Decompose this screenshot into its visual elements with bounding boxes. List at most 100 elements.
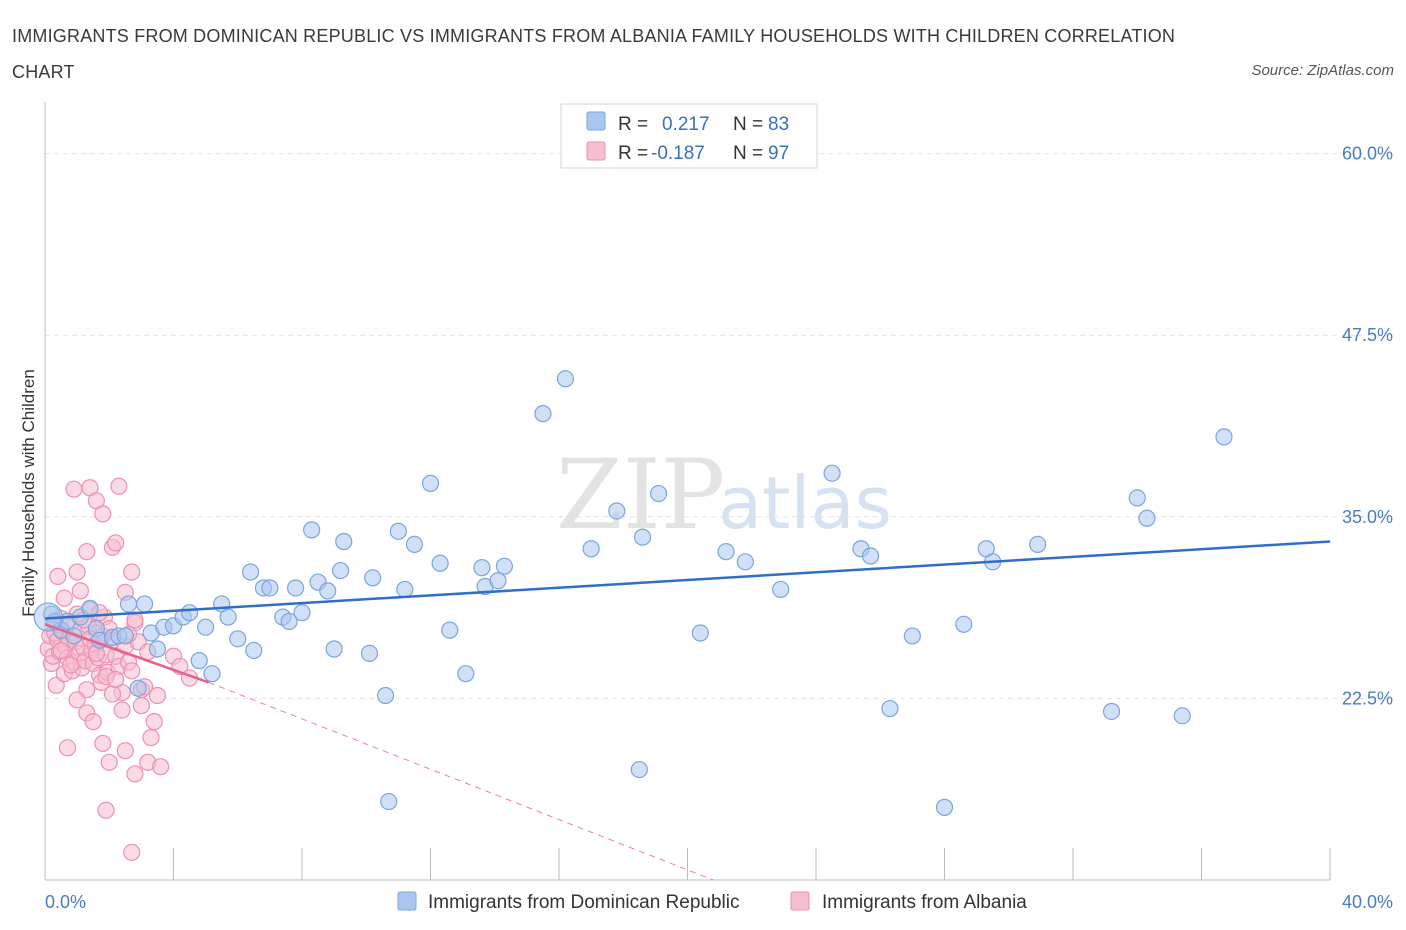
dominican-point: [245, 641, 263, 660]
stats-swatch-pink: [586, 141, 606, 161]
albania-point: [97, 801, 115, 819]
albania-point: [145, 713, 163, 731]
dominican-point: [229, 630, 247, 648]
y-axis-label: Family Households with Children: [19, 369, 38, 617]
dominican-point: [441, 621, 459, 639]
albania-point: [68, 691, 86, 709]
stats-r-label-blue: R =: [618, 114, 648, 135]
dominican-point: [325, 640, 343, 658]
dominican-point: [473, 559, 491, 577]
stats-r-value-blue: 0.217: [662, 114, 710, 135]
x-tick-label: 0.0%: [45, 892, 86, 912]
watermark-atlas: atlas: [718, 461, 892, 545]
dominican-point: [116, 627, 134, 645]
dominican-point: [119, 595, 138, 613]
dominican-point: [129, 679, 147, 697]
albania-point: [58, 739, 77, 757]
dominican-point: [421, 474, 440, 492]
dominican-trendline: [44, 540, 1331, 620]
stats-n-value-pink: 97: [768, 143, 789, 164]
y-tick-label: 35.0%: [1342, 507, 1393, 527]
dominican-point: [431, 554, 449, 572]
dominican-point: [335, 532, 353, 551]
dominican-point: [396, 580, 414, 599]
trendlines: [44, 540, 1331, 881]
dominican-point: [649, 484, 668, 503]
dominican-point: [717, 543, 735, 561]
albania-point: [123, 843, 141, 861]
albania-point: [110, 477, 128, 495]
watermark: ZIP atlas: [556, 439, 892, 551]
legend-swatch-dominican: [397, 891, 417, 911]
albania-point: [152, 758, 170, 776]
legend-label-albania: Immigrants from Albania: [822, 892, 1027, 913]
albania-point: [123, 662, 141, 680]
albania-point: [148, 686, 167, 705]
dominican-point: [190, 652, 208, 670]
stats-n-label-blue: N =: [733, 114, 763, 135]
axes: [44, 102, 1331, 881]
albania-point: [94, 505, 112, 523]
albania-point: [142, 729, 160, 747]
albania-point: [55, 589, 73, 607]
albania-point: [116, 742, 134, 760]
dominican-point: [376, 686, 395, 705]
stats-swatch-blue: [586, 111, 606, 131]
legend-swatch-albania: [790, 891, 810, 911]
y-tick-labels: 22.5% 35.0% 47.5% 60.0%: [1342, 144, 1393, 709]
dominican-point: [823, 464, 841, 482]
albania-point: [94, 734, 112, 753]
stats-box: R = 0.217 N = 83 R = -0.187 N = 97: [560, 103, 818, 169]
dominican-point: [630, 760, 648, 779]
dominican-point: [148, 640, 167, 658]
albania-point: [107, 670, 125, 689]
dominican-point: [303, 521, 321, 539]
legend: Immigrants from Dominican Republic Immig…: [397, 891, 1027, 913]
dominican-point: [1173, 707, 1191, 725]
dominican-point: [331, 561, 350, 580]
grid: [45, 153, 1393, 699]
albania-point: [68, 563, 86, 581]
dominican-point: [219, 608, 237, 626]
dominican-point: [380, 792, 398, 811]
albania-point: [100, 753, 118, 771]
albania-trendline: [44, 623, 210, 684]
albania-point: [132, 697, 150, 715]
dominican-point: [881, 699, 899, 718]
dominican-point: [280, 612, 298, 630]
albania-point: [123, 563, 141, 581]
dominican-point: [556, 370, 575, 388]
albania-point: [49, 567, 67, 585]
dominican-point: [691, 624, 709, 642]
y-tick-label: 60.0%: [1342, 144, 1393, 164]
source-label: Source: ZipAtlas.com: [1251, 62, 1394, 79]
dominican-point: [389, 522, 407, 540]
y-tick-label: 47.5%: [1342, 325, 1393, 345]
x-tick-label: 40.0%: [1342, 892, 1393, 912]
dominican-point: [736, 553, 754, 571]
dominican-points: [33, 144, 1233, 816]
dominican-point: [1029, 535, 1047, 553]
dominican-point: [903, 627, 921, 645]
chart-title: IMMIGRANTS FROM DOMINICAN REPUBLIC VS IM…: [12, 26, 1176, 82]
albania-point: [71, 582, 89, 600]
dominican-point: [203, 665, 221, 683]
dominican-point: [135, 595, 154, 613]
dominican-point: [1128, 489, 1146, 507]
dominican-point: [286, 579, 305, 597]
dominican-point: [405, 535, 424, 553]
dominican-point: [261, 579, 279, 597]
dominican-point: [582, 540, 600, 558]
stats-n-label-pink: N =: [733, 143, 763, 164]
dominican-point: [935, 798, 954, 816]
albania-point: [78, 543, 96, 561]
albania-point: [52, 641, 70, 660]
dominican-point: [1102, 702, 1121, 721]
albania-point: [65, 480, 83, 498]
albania-point: [107, 534, 125, 552]
dominican-point: [197, 618, 215, 636]
dominican-point: [633, 528, 652, 546]
dominican-point: [360, 644, 379, 662]
albania-trendline-extension: [208, 681, 714, 881]
x-tick-labels: 0.0% 40.0%: [45, 892, 1393, 912]
